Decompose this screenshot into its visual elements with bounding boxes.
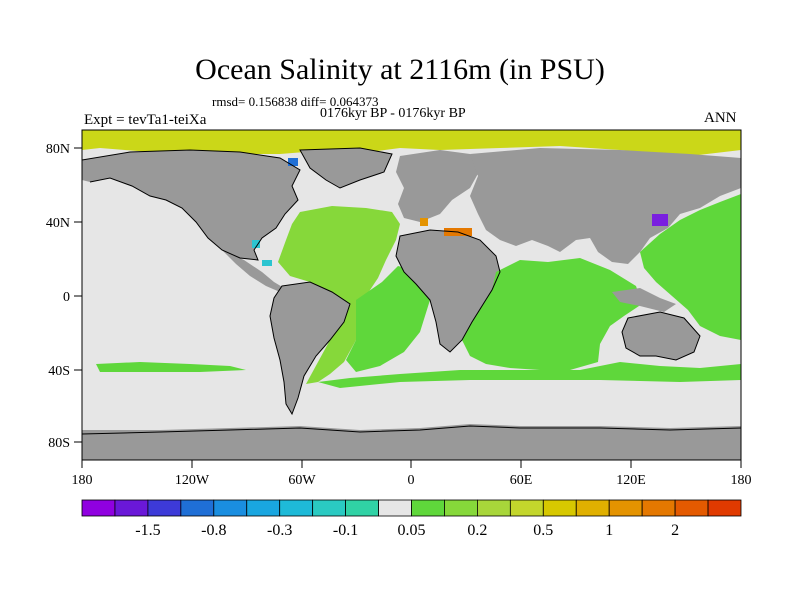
central-america-landmass [222, 250, 284, 292]
southern-ocean-green-region [318, 362, 741, 388]
colorbar-swatch [476, 499, 511, 517]
maritime-continent-landmass [612, 288, 676, 312]
africa-landmass [396, 230, 500, 352]
colorbar-swatch [312, 499, 346, 517]
colorbar-swatch [542, 499, 577, 517]
lon-tick-label: 60E [510, 473, 533, 488]
colorbar-swatch [608, 499, 643, 517]
subtitle-label: 0176kyr BP - 0176kyr BP [320, 106, 466, 121]
colorbar-swatch [641, 499, 676, 517]
south-pacific-green-patch [96, 362, 246, 372]
lat-tick-label: 40S [48, 364, 70, 379]
lat-tick-label: 80N [46, 142, 70, 157]
indian-ocean-region [462, 258, 642, 370]
colorbar-label: 0.5 [533, 522, 553, 539]
lat-tick-label: 80S [48, 436, 70, 451]
colorbar [81, 499, 742, 517]
colorbar-swatch [180, 499, 215, 517]
asia-landmass [470, 148, 741, 264]
colorbar-swatch [114, 499, 149, 517]
colorbar-swatch [378, 499, 412, 517]
colorbar-swatch [81, 499, 116, 517]
australia-landmass [622, 312, 700, 360]
colorbar-swatch [509, 499, 544, 517]
colorbar-label: -0.8 [201, 522, 226, 539]
stats-label: rmsd= 0.156838 diff= 0.064373 [212, 94, 379, 109]
map-title: Ocean Salinity at 2116m (in PSU) [195, 53, 605, 86]
north-america-landmass [82, 150, 300, 260]
lon-tick-label: 0 [408, 473, 415, 488]
lat-tick-labels: 80N 40N 0 40S 80S [46, 142, 70, 451]
norwegian-sea-anomaly [288, 158, 298, 166]
arctic-ocean-region [82, 130, 741, 156]
colorbar-labels: -1.5 -0.8 -0.3 -0.1 0.05 0.2 0.5 1 2 [135, 522, 679, 539]
lat-tick-label: 40N [46, 216, 70, 231]
colorbar-label: 1 [605, 522, 613, 539]
colorbar-label: -1.5 [135, 522, 160, 539]
lon-tick-label: 120W [175, 473, 210, 488]
lon-tick-label: 120E [616, 473, 646, 488]
colorbar-swatch [674, 499, 709, 517]
atlantic-ocean-region [278, 206, 400, 384]
japan-sea-anomaly [652, 214, 668, 226]
mediterranean-anomaly-west [420, 218, 428, 226]
experiment-label: Expt = tevTa1-teiXa [84, 112, 207, 128]
colorbar-label: 2 [671, 522, 679, 539]
lon-ticks [81, 460, 742, 468]
lon-tick-label: 60W [288, 473, 316, 488]
colorbar-swatch [345, 499, 379, 517]
gulf-anomaly [252, 240, 260, 248]
west-pacific-region [640, 194, 741, 340]
colorbar-swatch [213, 499, 248, 517]
colorbar-label: 0.05 [398, 522, 426, 539]
colorbar-label: 0.2 [467, 522, 487, 539]
coastlines [82, 147, 741, 435]
europe-landmass [396, 150, 480, 222]
caribbean-anomaly [262, 260, 272, 266]
map-panel [82, 130, 741, 460]
colorbar-swatch [246, 499, 281, 517]
lon-tick-label: 180 [72, 473, 93, 488]
lat-ticks [74, 147, 82, 443]
south-america-landmass [270, 282, 350, 414]
greenland-landmass [300, 148, 392, 188]
colorbar-label: -0.1 [333, 522, 358, 539]
colorbar-swatch [147, 499, 182, 517]
colorbar-swatch [279, 499, 314, 517]
lon-tick-labels: 180 120W 60W 0 60E 120E 180 [72, 473, 752, 488]
lon-tick-label: 180 [731, 473, 752, 488]
lat-tick-label: 0 [63, 290, 70, 305]
colorbar-label: -0.3 [267, 522, 292, 539]
colorbar-swatch [411, 499, 445, 517]
colorbar-swatch [707, 499, 742, 517]
mid-atlantic-region [346, 266, 430, 372]
antarctica-landmass [82, 424, 741, 460]
season-label: ANN [704, 110, 737, 126]
colorbar-swatch [575, 499, 610, 517]
colorbar-swatch [444, 499, 478, 517]
